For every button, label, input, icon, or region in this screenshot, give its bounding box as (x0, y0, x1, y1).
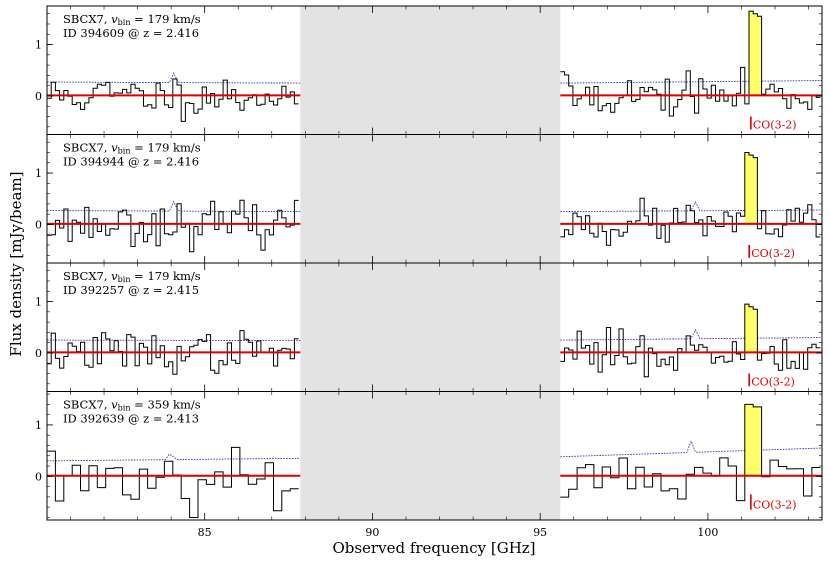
spectrum-panel-1: CO(3-2) 0 1 SBCX7, vbin = 179 km/sID 394609… (35, 5, 823, 135)
panel-source-label: SBCX7, vbin = 359 km/s (63, 398, 201, 413)
panel-plot-area (47, 6, 822, 135)
x-tick-label: 90 (365, 526, 379, 539)
noise-level-high-band (560, 201, 822, 213)
noise-level-low-band (47, 339, 301, 342)
panel-plot-area (47, 391, 822, 520)
panel-id-label: ID 394944 @ z = 2.416 (63, 155, 199, 169)
panel-id-label: ID 394609 @ z = 2.416 (63, 26, 199, 40)
coverage-gap (300, 134, 561, 263)
coverage-gap (300, 6, 561, 135)
y-tick-label: 0 (35, 470, 42, 483)
panel-source-label: SBCX7, vbin = 179 km/s (63, 269, 201, 284)
spectrum-low-band (47, 199, 299, 253)
x-tick-label: 95 (533, 526, 547, 539)
noise-level-low-band (47, 453, 301, 462)
co-line-label: CO(3-2) (751, 247, 795, 260)
spectrum-low-band (47, 78, 299, 122)
spectrum-low-band (47, 330, 299, 375)
panel-source-label: SBCX7, vbin = 179 km/s (63, 141, 201, 156)
emission-line-fill (749, 306, 754, 353)
vbin-symbol: v (111, 12, 118, 26)
emission-line-fill (753, 309, 758, 353)
y-tick-label: 0 (35, 90, 42, 103)
y-tick-label: 0 (35, 347, 42, 360)
vbin-value: = 179 km/s (131, 269, 201, 283)
emission-line-fill (753, 13, 758, 96)
vbin-value: = 359 km/s (131, 398, 201, 412)
spectrum-panel-3: CO(3-2) 0 1 SBCX7, vbin = 179 km/sID 392257… (35, 262, 823, 392)
vbin-symbol: v (111, 398, 118, 412)
noise-level-high-band (560, 80, 822, 84)
x-tick-label: 100 (697, 526, 718, 539)
vbin-symbol: v (111, 269, 118, 283)
emission-line-fill (749, 11, 754, 96)
panel-id-label: ID 392257 @ z = 2.415 (63, 283, 199, 297)
source-name: SBCX7, (63, 398, 111, 412)
source-name: SBCX7, (63, 269, 111, 283)
emission-line-fill (744, 152, 750, 224)
y-tick-label: 1 (35, 419, 42, 432)
vbin-subscript: bin (118, 18, 131, 27)
emission-line-fill (757, 16, 762, 96)
x-axis-label: Observed frequency [GHz] (332, 539, 535, 557)
y-axis-label: Flux density [mJy/beam] (7, 171, 25, 356)
panel-source-label: SBCX7, vbin = 179 km/s (63, 12, 201, 27)
emission-line-fill (744, 304, 750, 353)
noise-level-low-band (47, 72, 301, 84)
spectrum-high-band (560, 10, 821, 117)
spectrum-low-band (47, 446, 299, 518)
vbin-subscript: bin (118, 147, 131, 156)
y-tick-label: 1 (35, 167, 42, 180)
coverage-gap (300, 263, 561, 392)
panel-id-label: ID 392639 @ z = 2.413 (63, 412, 199, 426)
noise-level-high-band (560, 439, 822, 458)
vbin-symbol: v (111, 141, 118, 155)
spectrum-panel-2: CO(3-2) 0 1 SBCX7, vbin = 179 km/sID 394944… (35, 134, 823, 264)
vbin-subscript: bin (118, 275, 131, 284)
source-name: SBCX7, (63, 12, 111, 26)
vbin-value: = 179 km/s (131, 141, 201, 155)
source-name: SBCX7, (63, 141, 111, 155)
spectrum-panel-4: CO(3-2) 0 1 SBCX7, vbin = 359 km/sID 392639… (35, 391, 823, 521)
y-tick-label: 0 (35, 218, 42, 231)
co-line-label: CO(3-2) (751, 375, 795, 388)
panel-plot-area (47, 263, 822, 392)
spectrum-high-band (560, 303, 821, 378)
emission-line-fill (749, 155, 754, 224)
vbin-value: = 179 km/s (131, 12, 201, 26)
noise-level-high-band (560, 329, 822, 341)
panel-plot-area (47, 134, 822, 263)
y-tick-label: 1 (35, 296, 42, 309)
coverage-gap (300, 391, 561, 520)
emission-line-fill (753, 406, 762, 476)
x-tick-label: 85 (198, 526, 212, 539)
co-line-label: CO(3-2) (753, 499, 797, 512)
emission-line-fill (753, 157, 758, 224)
vbin-subscript: bin (118, 404, 131, 413)
co-line-label: CO(3-2) (753, 118, 797, 131)
spectrum-high-band (560, 403, 821, 502)
y-tick-label: 1 (35, 39, 42, 52)
emission-line-fill (744, 404, 754, 476)
spectrum-high-band (560, 152, 821, 246)
